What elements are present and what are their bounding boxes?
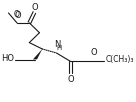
Text: O: O <box>14 10 20 19</box>
Text: O: O <box>32 3 38 12</box>
Text: N: N <box>54 40 60 49</box>
Text: O: O <box>14 11 21 20</box>
Text: H: H <box>57 45 62 52</box>
Text: C(CH₃)₃: C(CH₃)₃ <box>106 55 134 64</box>
Polygon shape <box>33 49 42 59</box>
Text: HO: HO <box>1 54 14 63</box>
Text: O: O <box>68 75 74 84</box>
Text: O: O <box>91 48 97 57</box>
